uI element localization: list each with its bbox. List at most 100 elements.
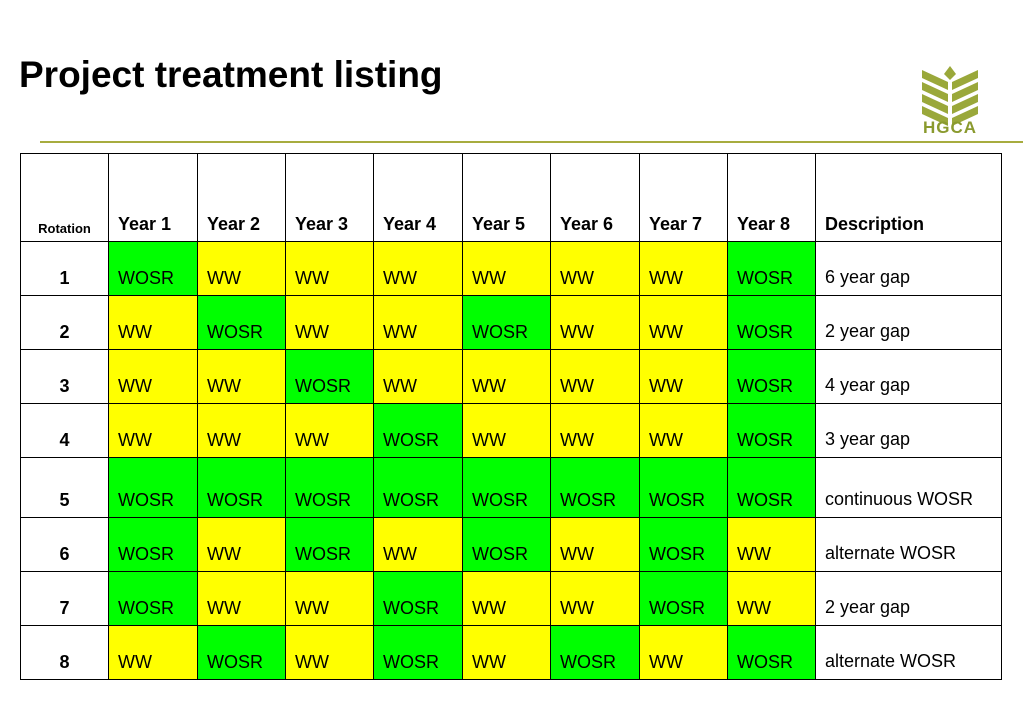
crop-cell: WOSR [373,457,463,518]
crop-cell: WW [462,349,551,404]
crop-cell: WW [197,571,286,626]
crop-cell: WW [373,241,463,296]
crop-cell: WW [550,349,640,404]
crop-cell: WOSR [727,625,816,680]
crop-cell: WW [462,571,551,626]
wheat-book-icon [922,66,978,126]
rotation-number: 7 [20,571,109,626]
crop-cell: WW [550,571,640,626]
column-header: Year 5 [462,153,551,242]
crop-cell: WW [108,403,198,458]
crop-cell: WOSR [285,349,374,404]
crop-cell: WW [550,517,640,572]
rotation-number: 6 [20,517,109,572]
crop-cell: WW [550,295,640,350]
crop-cell: WW [197,241,286,296]
rotation-number: 1 [20,241,109,296]
crop-cell: WW [373,349,463,404]
description-cell: 2 year gap [815,295,1002,350]
crop-cell: WOSR [462,457,551,518]
crop-cell: WOSR [727,349,816,404]
header-divider [40,141,1023,143]
crop-cell: WOSR [373,625,463,680]
crop-cell: WW [462,241,551,296]
crop-cell: WW [639,403,728,458]
column-header: Year 1 [108,153,198,242]
table-row: 7 WOSR WW WW WOSR WW WW WOSR WW 2 year gap [20,571,1002,626]
column-header: Year 7 [639,153,728,242]
crop-cell: WW [285,403,374,458]
crop-cell: WOSR [550,625,640,680]
table-row: 2 WW WOSR WW WW WOSR WW WW WOSR 2 year gap [20,295,1002,350]
crop-cell: WOSR [373,571,463,626]
table-header-row: Rotation Year 1 Year 2 Year 3 Year 4 Year 5 Ye… [20,153,1002,242]
crop-cell: WW [727,517,816,572]
crop-cell: WW [550,241,640,296]
rotation-number: 2 [20,295,109,350]
crop-cell: WW [197,517,286,572]
crop-cell: WW [285,295,374,350]
crop-cell: WW [639,625,728,680]
column-header: Year 8 [727,153,816,242]
crop-cell: WW [639,349,728,404]
crop-cell: WW [285,241,374,296]
logo-wordmark: HGCA [922,118,978,137]
crop-cell: WW [108,625,198,680]
rotation-number: 3 [20,349,109,404]
crop-cell: WOSR [550,457,640,518]
crop-cell: WOSR [285,457,374,518]
crop-cell: WOSR [639,457,728,518]
table-row: 6 WOSR WW WOSR WW WOSR WW WOSR WW alternate WOSR [20,517,1002,572]
page-title: Project treatment listing [19,54,443,95]
crop-cell: WOSR [462,295,551,350]
crop-cell: WOSR [727,457,816,518]
description-cell: continuous WOSR [815,457,1002,518]
description-cell: 6 year gap [815,241,1002,296]
crop-cell: WW [462,403,551,458]
table-row: 5 WOSR WOSR WOSR WOSR WOSR WOSR WOSR WOSR continu… [20,457,1002,518]
crop-cell: WW [373,517,463,572]
crop-cell: WOSR [373,403,463,458]
crop-cell: WOSR [108,457,198,518]
crop-cell: WOSR [108,571,198,626]
crop-cell: WW [639,295,728,350]
crop-cell: WOSR [108,517,198,572]
crop-cell: WOSR [727,241,816,296]
crop-cell: WOSR [727,295,816,350]
column-header: Description [815,153,1002,242]
description-cell: alternate WOSR [815,625,1002,680]
crop-cell: WOSR [639,571,728,626]
table-row: 1 WOSR WW WW WW WW WW WW WOSR 6 year gap [20,241,1002,296]
crop-cell: WW [550,403,640,458]
rotation-number: 4 [20,403,109,458]
crop-cell: WW [639,241,728,296]
description-cell: 4 year gap [815,349,1002,404]
table-row: 8 WW WOSR WW WOSR WW WOSR WW WOSR alternate WOSR [20,625,1002,680]
column-header: Year 4 [373,153,463,242]
treatment-table: Rotation Year 1 Year 2 Year 3 Year 4 Year 5 Ye… [20,153,1002,680]
rotation-number: 8 [20,625,109,680]
column-header: Rotation [20,153,109,242]
rotation-number: 5 [20,457,109,518]
crop-cell: WOSR [197,625,286,680]
column-header: Year 2 [197,153,286,242]
description-cell: 2 year gap [815,571,1002,626]
crop-cell: WW [285,571,374,626]
column-header: Year 6 [550,153,640,242]
table-row: 4 WW WW WW WOSR WW WW WW WOSR 3 year gap [20,403,1002,458]
crop-cell: WOSR [197,295,286,350]
description-cell: 3 year gap [815,403,1002,458]
crop-cell: WOSR [197,457,286,518]
crop-cell: WW [108,349,198,404]
column-header: Year 3 [285,153,374,242]
crop-cell: WOSR [462,517,551,572]
crop-cell: WOSR [727,403,816,458]
crop-cell: WOSR [108,241,198,296]
crop-cell: WW [197,349,286,404]
crop-cell: WOSR [285,517,374,572]
crop-cell: WW [462,625,551,680]
crop-cell: WW [727,571,816,626]
crop-cell: WW [373,295,463,350]
crop-cell: WW [285,625,374,680]
crop-cell: WOSR [639,517,728,572]
